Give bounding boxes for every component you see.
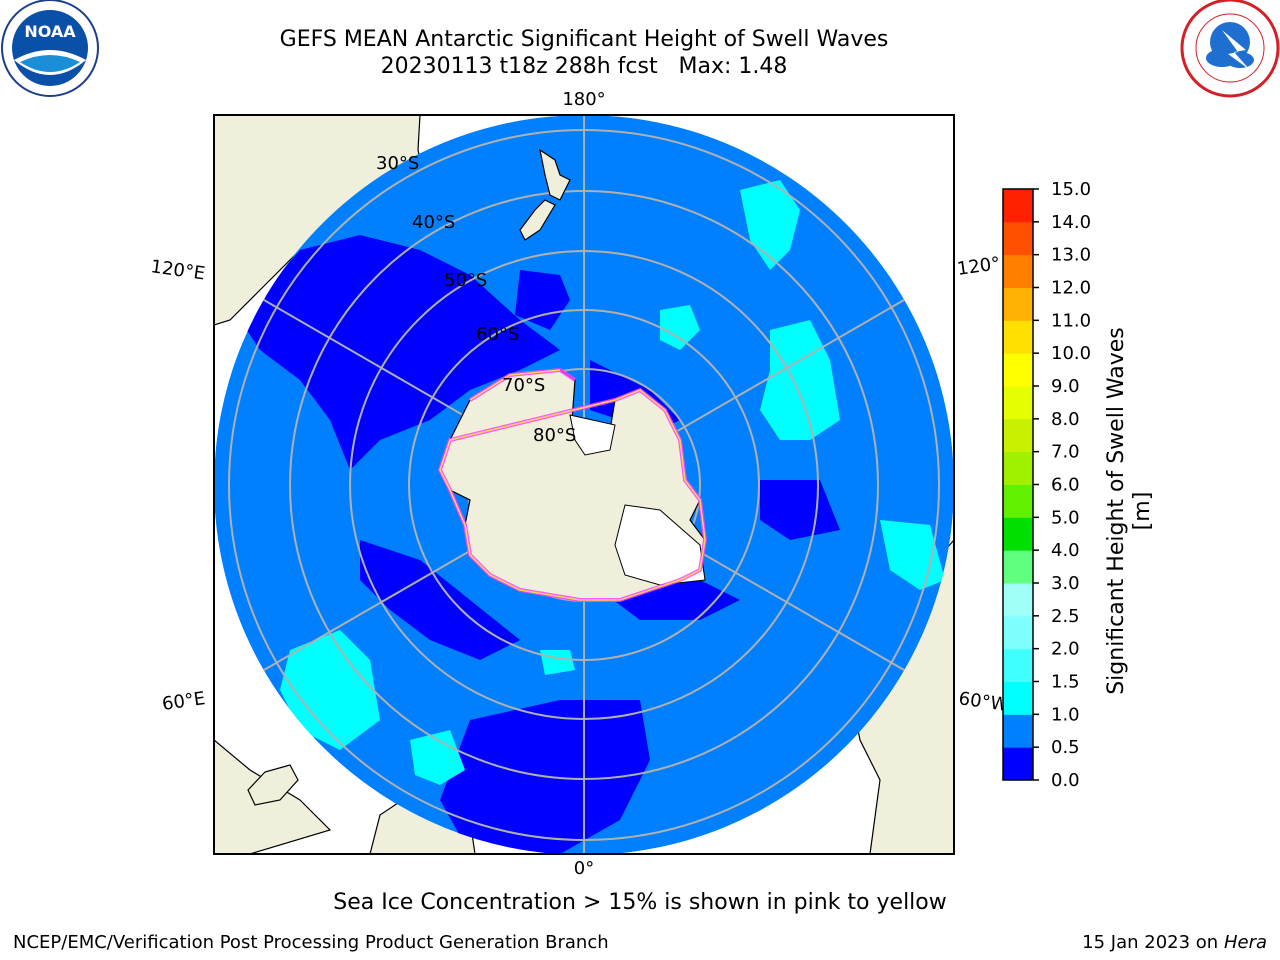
colorbar-label: Significant Height of Swell Waves [m] [1104,327,1155,695]
colorbar-segment [1003,221,1033,256]
colorbar-tick-label: 2.5 [1051,606,1080,627]
colorbar-tick-label: 1.5 [1051,672,1080,693]
lon-label-120w: 120° [956,253,1002,280]
colorbar-tick-label: 15.0 [1051,179,1091,200]
colorbar-segment [1003,583,1033,617]
colorbar-segment [1003,517,1033,551]
colorbar-tick-label: 8.0 [1051,409,1080,430]
footer-credit: NCEP/EMC/Verification Post Processing Pr… [13,932,609,953]
lat-label-60: 60°S [476,324,519,345]
colorbar-segment [1003,714,1033,748]
colorbar-tick-label: 7.0 [1051,442,1080,463]
colorbar-segment [1003,747,1033,781]
colorbar-tick-label: 1.0 [1051,704,1080,725]
colorbar-tick-label: 10.0 [1051,343,1091,364]
colorbar-tick-label: 0.5 [1051,737,1080,758]
latitude-labels: 30°S 40°S 50°S 60°S 70°S 80°S [376,153,576,446]
sea-ice-caption: Sea Ice Concentration > 15% is shown in … [333,890,947,915]
colorbar-tick-label: 12.0 [1051,278,1091,299]
colorbar-tick-label: 13.0 [1051,245,1091,266]
new-zealand [519,148,571,241]
colorbar-tick-label: 4.0 [1051,540,1080,561]
footer-host: Hera [1223,932,1267,953]
nws-logo [1180,0,1280,98]
colorbar-tick-label: 6.0 [1051,475,1080,496]
colorbar-tick-label: 5.0 [1051,507,1080,528]
map-subtitle: 20230113 t18z 288h fcst Max: 1.48 [380,54,788,79]
colorbar-tick-label: 0.0 [1051,770,1080,791]
colorbar-segment [1003,681,1033,715]
colorbar-tick-label: 11.0 [1051,310,1091,331]
colorbar-tick-label: 2.0 [1051,639,1080,660]
colorbar-tick-label: 14.0 [1051,212,1091,233]
lon-label-0: 0° [574,858,594,879]
map-title: GEFS MEAN Antarctic Significant Height o… [279,27,889,52]
colorbar-segment [1003,287,1033,321]
lat-label-80: 80°S [533,425,576,446]
colorbar-segment [1003,451,1033,485]
colorbar: 0.0 0.5 1.0 1.5 2.0 2.5 3.0 4.0 5.0 6.0 7.0 8.0 9.0 1… [1002,179,1091,791]
colorbar-segment [1003,353,1033,387]
colorbar-tick-label: 9.0 [1051,376,1080,397]
lat-label-40: 40°S [412,212,455,233]
map-frame [213,114,955,855]
colorbar-segment [1003,615,1033,650]
antarctica [437,367,708,602]
lat-label-50: 50°S [444,270,487,291]
colorbar-segment [1003,550,1033,584]
lat-label-30: 30°S [376,153,419,174]
colorbar-segment [1003,320,1033,354]
lon-label-120e: 120°E [149,256,206,284]
colorbar-tick-label: 3.0 [1051,573,1080,594]
footer-date-text: 15 Jan 2023 on [1082,932,1224,953]
noaa-logo-text: NOAA [24,22,76,41]
lat-label-70: 70°S [502,375,545,396]
footer-date: 15 Jan 2023 on Hera [1082,932,1267,953]
colorbar-segment [1003,418,1033,453]
lon-label-180: 180° [562,89,605,110]
colorbar-segment [1003,386,1033,420]
colorbar-segment [1003,648,1033,682]
colorbar-segment [1003,254,1033,288]
noaa-logo: NOAA [1,0,99,97]
colorbar-segment [1003,484,1033,518]
lon-label-60w: 60°W [957,688,1009,716]
lon-label-60e: 60°E [161,688,207,715]
colorbar-segment [1003,189,1033,223]
